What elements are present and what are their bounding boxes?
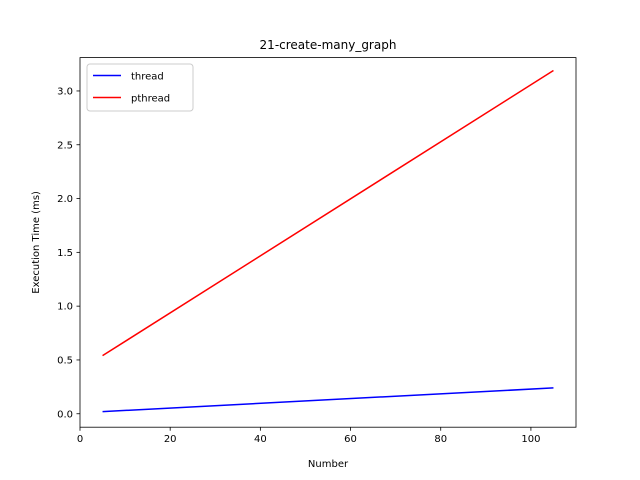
y-tick-label: 1.0	[57, 302, 73, 313]
legend-label-pthread: pthread	[131, 94, 170, 105]
y-axis-ticks: 0.0 0.5 1.0 1.5 2.0 2.5 3.0	[57, 86, 80, 420]
x-tick-label: 20	[164, 434, 177, 445]
series-line-pthread	[102, 69, 554, 357]
y-tick-label: 0.5	[57, 355, 73, 366]
x-axis-label: Number	[308, 459, 349, 470]
x-axis-ticks: 0 20 40 60 80 100	[77, 427, 540, 445]
chart-title: 21-create-many_graph	[260, 38, 397, 52]
y-tick-label: 1.5	[57, 248, 73, 259]
y-axis-label: Execution Time (ms)	[31, 191, 42, 294]
x-tick-label: 100	[521, 434, 540, 445]
x-tick-label: 60	[344, 434, 357, 445]
legend-label-thread: thread	[131, 72, 164, 83]
y-tick-label: 2.0	[57, 194, 73, 205]
y-tick-label: 2.5	[57, 140, 73, 151]
x-tick-label: 40	[254, 434, 267, 445]
y-tick-label: 3.0	[57, 86, 73, 97]
x-tick-label: 0	[77, 434, 83, 445]
legend: thread pthread	[86, 63, 194, 112]
plot-frame	[79, 57, 577, 428]
x-tick-label: 80	[434, 434, 447, 445]
y-tick-label: 0.0	[57, 409, 73, 420]
series-line-thread	[102, 387, 554, 413]
plot-area	[80, 57, 576, 428]
series-lines	[102, 69, 554, 413]
